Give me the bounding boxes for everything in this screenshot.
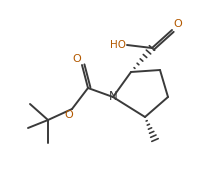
Text: O: O xyxy=(64,110,73,120)
Text: HO: HO xyxy=(109,40,125,50)
Text: O: O xyxy=(172,19,181,29)
Text: O: O xyxy=(72,54,81,64)
Text: N: N xyxy=(108,91,117,103)
